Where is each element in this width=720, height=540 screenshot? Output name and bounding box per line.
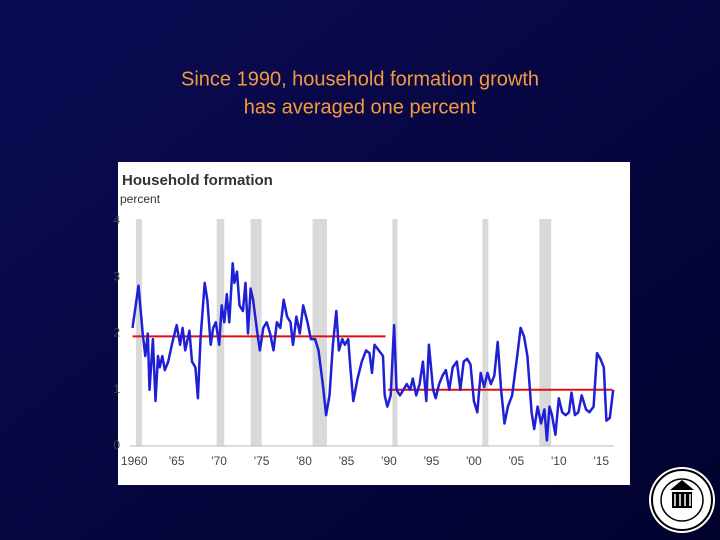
slide-title: Since 1990, household formation growth <box>181 68 539 90</box>
plot: 0 1 2 3 4 1960 '65 '70 '75 '80 '85 '90 '95 '00 '05 '10 '… <box>113 213 615 468</box>
y-tick-label: 0 <box>113 438 120 452</box>
recession-band <box>135 219 142 446</box>
chart-panel <box>118 162 630 485</box>
y-tick-label: 3 <box>113 269 120 283</box>
x-tick-label: '80 <box>296 454 312 468</box>
data-line <box>131 261 615 442</box>
x-tick-label: '85 <box>339 454 355 468</box>
y-tick-label: 1 <box>113 382 120 396</box>
x-tick-label: '00 <box>466 454 482 468</box>
x-tick-label: '90 <box>381 454 397 468</box>
recession-band <box>539 219 552 446</box>
y-tick-label: 2 <box>113 326 120 340</box>
x-tick-label: 1960 <box>121 454 148 468</box>
chart-title: Household formation <box>122 172 273 189</box>
x-tick-label: '95 <box>424 454 440 468</box>
y-axis-label: percent <box>120 192 161 206</box>
x-tick-label: '75 <box>254 454 270 468</box>
recession-band <box>482 219 489 446</box>
slide-title: has averaged one percent <box>244 96 477 118</box>
x-tick-label: '15 <box>593 454 609 468</box>
x-tick-label: '10 <box>551 454 567 468</box>
x-tick-label: '65 <box>169 454 185 468</box>
x-tick-label: '05 <box>509 454 525 468</box>
x-tick-label: '70 <box>211 454 227 468</box>
y-tick-label: 4 <box>113 213 120 227</box>
seal <box>649 467 715 533</box>
